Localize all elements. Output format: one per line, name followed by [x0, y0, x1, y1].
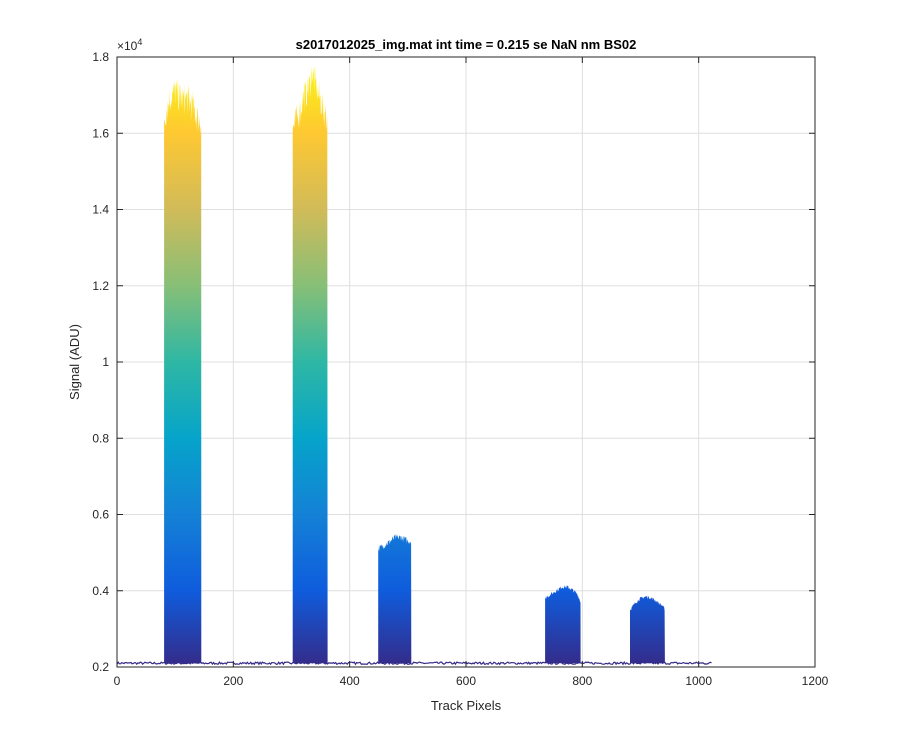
chart-title: s2017012025_img.mat int time = 0.215 se …: [296, 37, 637, 52]
y-tick-label: 0.4: [92, 584, 109, 598]
y-tick-label: 1: [102, 355, 109, 369]
baseline-line: [116, 660, 712, 666]
x-tick-label: 600: [456, 674, 476, 688]
y-tick-label: 1.2: [92, 279, 109, 293]
x-tick-label: 0: [114, 674, 121, 688]
y-axis-label: Signal (ADU): [67, 324, 82, 400]
signal-peak-5: [630, 595, 665, 664]
axis-ticks: [116, 56, 816, 668]
x-tick-label: 200: [223, 674, 243, 688]
x-tick-label: 1200: [802, 674, 829, 688]
signal-peak-3: [378, 534, 412, 664]
x-tick-label: 800: [572, 674, 592, 688]
y-tick-label: 0.6: [92, 508, 109, 522]
signal-series: [116, 66, 712, 666]
x-tick-label: 1000: [685, 674, 712, 688]
y-exponent-label: ×104: [117, 37, 142, 53]
x-tick-labels: 0 200 400 600 800 1000 1200: [114, 674, 829, 688]
y-tick-label: 0.2: [92, 660, 109, 674]
y-tick-label: 1.4: [92, 203, 109, 217]
y-tick-label: 0.8: [92, 431, 109, 445]
signal-peak-2: [292, 66, 328, 664]
y-tick-label: 1.8: [92, 50, 109, 64]
grid-lines: [117, 57, 815, 667]
signal-peak-1: [164, 78, 202, 664]
x-tick-label: 400: [340, 674, 360, 688]
signal-peak-4: [545, 585, 581, 664]
x-axis-label: Track Pixels: [431, 698, 502, 713]
y-tick-label: 1.6: [92, 126, 109, 140]
y-tick-labels: 0.2 0.4 0.6 0.8 1 1.2 1.4 1.6 1.8: [92, 50, 109, 674]
data-series: [116, 66, 712, 666]
